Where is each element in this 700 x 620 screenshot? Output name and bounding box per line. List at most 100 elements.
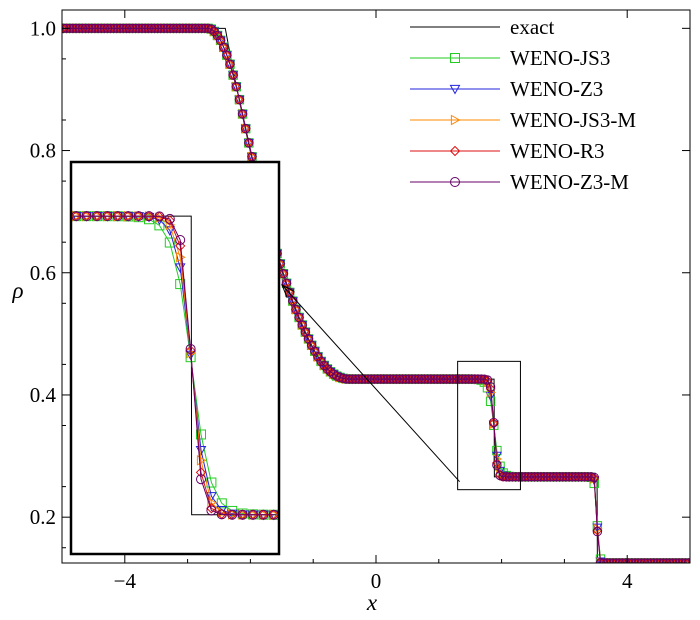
data-point [388,374,398,384]
data-point [175,23,185,34]
inset-data-point [123,211,134,222]
data-point [99,23,110,34]
data-point [149,23,160,34]
data-point [354,374,364,384]
data-point [385,374,395,384]
inset-data-point [174,240,186,252]
data-point [105,23,116,34]
data-point [357,374,367,384]
series-line [63,27,689,563]
legend-item-weno-js3: WENO-JS3 [410,46,610,70]
data-point [432,374,442,384]
data-point [290,305,301,315]
data-point [514,472,524,482]
data-point [222,50,232,60]
data-point [221,51,232,61]
data-point [297,321,308,331]
data-point [548,472,559,482]
data-point [102,23,113,34]
data-point [410,374,420,384]
data-point [322,364,333,374]
inset-data-point [164,215,176,226]
data-point [228,70,238,80]
data-point [77,23,88,34]
legend-marker [450,177,460,187]
data-point [93,23,103,34]
legend-item-weno-js3-m: WENO-JS3-M [410,108,636,132]
data-point [426,374,436,384]
data-point [451,374,461,384]
data-point [190,23,201,34]
inset-data-point [248,509,258,520]
data-point [564,472,574,482]
data-point [372,374,383,384]
data-point [87,23,97,34]
y-axis-title: ρ [11,278,23,303]
data-point [517,472,527,482]
data-point [310,346,320,356]
data-point [193,23,204,34]
data-point [112,23,122,34]
legend-label: WENO-Z3 [510,77,603,101]
data-point [137,23,147,34]
data-point [570,472,581,482]
data-point [146,23,157,34]
data-point [533,472,543,482]
data-point [165,23,176,34]
data-point [379,374,389,384]
inset-data-point [206,492,217,502]
x-axis-title: x [366,590,378,615]
inset-data-point [112,211,123,222]
data-point [306,340,317,350]
data-point [489,417,499,428]
data-point [369,374,380,384]
data-point [124,23,135,34]
data-point [476,374,486,384]
data-point [291,304,301,315]
data-point [303,334,314,344]
data-point [83,23,94,34]
inset-data-point [196,429,206,440]
data-point [583,472,593,482]
data-point [573,472,584,482]
legend-item-weno-z3-m: WENO-Z3-M [410,170,629,194]
data-point [231,81,241,92]
data-point [178,23,188,34]
inset-data-point [185,343,196,354]
legend-label: WENO-R3 [510,139,604,163]
data-point [80,23,91,34]
data-point [338,373,348,384]
data-point [219,42,229,52]
data-point [109,23,119,34]
data-point [237,110,248,120]
data-point [131,23,141,34]
inset-plot [69,160,281,556]
data-point [237,109,248,119]
inset-data-point [144,214,154,225]
data-point [394,374,405,384]
data-point [473,374,483,384]
inset-data-point [144,211,154,222]
data-point [498,471,508,482]
legend-item-weno-r3: WENO-R3 [410,139,604,163]
inset-frame [69,160,281,556]
y-tick-label: 0.2 [30,505,56,529]
inset-data-point [164,213,175,224]
data-point [520,472,530,482]
inset-data-point [164,237,175,248]
legend-label: WENO-JS3-M [510,108,636,132]
data-point [341,374,351,384]
data-point [580,472,590,482]
data-point [181,23,191,34]
data-point [118,23,128,34]
data-point [542,472,552,482]
data-point [200,23,210,34]
inset-data-point [206,505,217,516]
data-point [460,374,471,384]
data-point [554,472,565,482]
data-point [197,23,207,34]
inset-data-point [133,212,144,222]
legend-marker [449,145,461,157]
data-point [218,43,229,53]
